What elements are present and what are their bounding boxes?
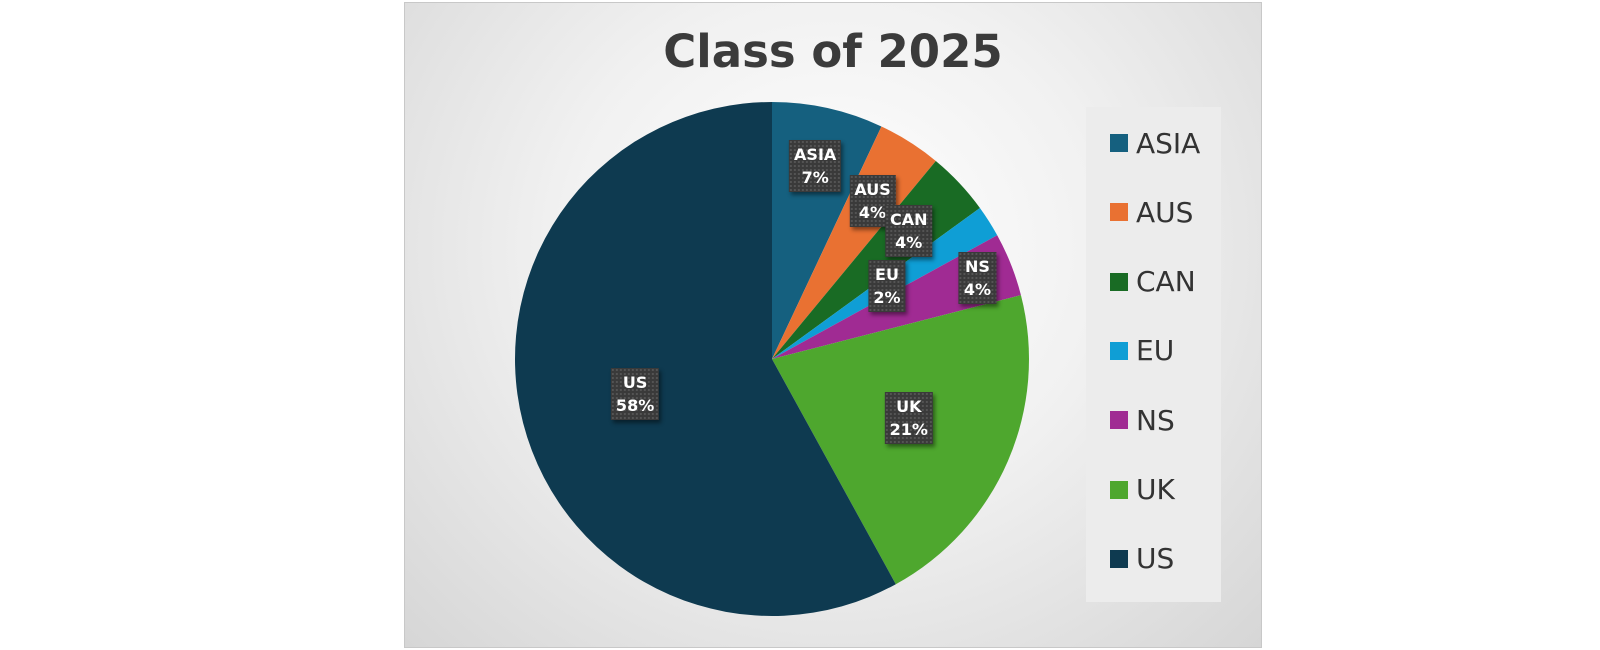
data-label-value: 2% <box>873 288 901 307</box>
legend-label: US <box>1136 542 1175 576</box>
pie-slice-us <box>515 102 896 617</box>
data-label-category: AUS <box>854 179 891 199</box>
legend-item-us: US <box>1110 539 1174 579</box>
data-label-value: 4% <box>895 232 923 252</box>
data-label-eu: EU 2% <box>868 260 906 312</box>
data-label-category: ASIA <box>794 144 837 164</box>
legend-swatch <box>1110 549 1128 568</box>
data-label-can: CAN 4% <box>884 204 933 257</box>
data-label-category: EU <box>875 265 899 284</box>
legend-label: UK <box>1136 473 1175 506</box>
legend-swatch <box>1110 134 1128 152</box>
data-label-value: 4% <box>963 279 992 299</box>
legend-label: AUS <box>1136 195 1194 229</box>
legend-label: ASIA <box>1136 126 1201 160</box>
legend-item-uk: UK <box>1110 470 1175 510</box>
legend-label: CAN <box>1136 265 1196 299</box>
legend-label: NS <box>1136 403 1175 437</box>
chart-title: Class of 2025 <box>663 25 1003 78</box>
legend: ASIA AUS CAN EU NS UK US <box>1086 107 1221 602</box>
data-label-ns: NS 4% <box>958 251 997 304</box>
data-label-value: 7% <box>801 167 829 187</box>
data-label-value: 21% <box>889 420 928 440</box>
chart-area: Class of 2025 ASIA 7% AUS 4% CAN 4% EU 2% NS 4% UK… <box>404 2 1262 648</box>
legend-swatch <box>1110 480 1128 499</box>
legend-swatch <box>1110 203 1128 222</box>
data-label-value: 4% <box>858 202 887 222</box>
legend-swatch <box>1110 272 1128 291</box>
data-label-category: NS <box>965 256 990 276</box>
legend-item-eu: EU <box>1110 331 1174 371</box>
data-label-category: US <box>622 373 648 393</box>
legend-item-can: CAN <box>1110 262 1196 302</box>
data-label-uk: UK 21% <box>884 392 933 445</box>
data-label-category: UK <box>896 397 922 417</box>
legend-item-aus: AUS <box>1110 192 1193 232</box>
legend-item-asia: ASIA <box>1110 123 1200 163</box>
legend-swatch <box>1110 341 1128 360</box>
data-label-category: CAN <box>889 209 928 229</box>
legend-swatch <box>1110 411 1128 430</box>
data-label-value: 58% <box>615 396 655 416</box>
legend-item-ns: NS <box>1110 400 1175 440</box>
data-label-asia: ASIA 7% <box>789 139 842 192</box>
data-label-us: US 58% <box>610 368 660 421</box>
legend-label: EU <box>1136 334 1175 368</box>
